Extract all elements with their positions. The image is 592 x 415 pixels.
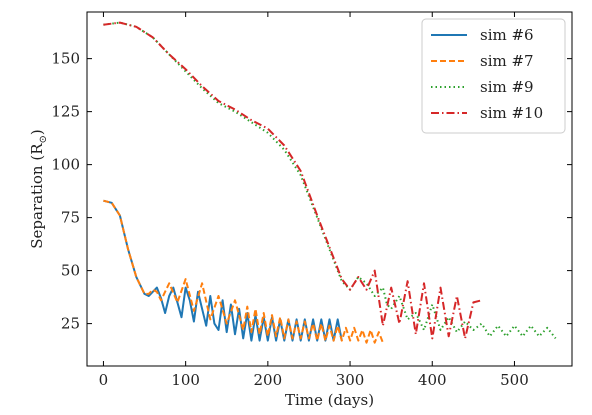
x-tick-label: 0 — [99, 371, 109, 389]
x-tick-label: 400 — [418, 371, 447, 389]
y-tick-label: 125 — [51, 103, 80, 121]
legend-box — [421, 18, 566, 134]
y-tick-label: 25 — [61, 315, 80, 333]
legend-label: sim #9 — [480, 78, 534, 96]
x-tick-label: 500 — [500, 371, 529, 389]
series-line-4 — [103, 21, 482, 340]
y-axis-label: Separation (R⊙) — [28, 129, 49, 249]
y-tick-label: 100 — [51, 156, 80, 174]
series-layer — [103, 21, 557, 344]
y-axis-label-main: Separation (R — [28, 143, 46, 249]
x-axis-label: Time (days) — [285, 391, 374, 409]
legend: sim #6 sim #7 sim #9 sim #10 — [421, 18, 566, 134]
series-line-2 — [103, 199, 384, 344]
y-tick-label: 50 — [61, 262, 80, 280]
x-tick-label: 200 — [254, 371, 283, 389]
y-axis-label-sub: ⊙ — [38, 135, 49, 143]
x-tick-label: 100 — [171, 371, 200, 389]
x-tick-label: 300 — [336, 371, 365, 389]
legend-label: sim #6 — [480, 26, 534, 44]
legend-label: sim #10 — [480, 104, 543, 122]
y-tick-label: 75 — [61, 209, 80, 227]
legend-label: sim #7 — [480, 52, 534, 70]
ticks-layer: 0 100 200 300 400 500 25 50 75 100 125 150 — [51, 12, 572, 389]
plot-frame — [86, 11, 573, 367]
y-axis-label-close: ) — [28, 129, 46, 135]
y-tick-label: 150 — [51, 50, 80, 68]
series-line-1 — [103, 199, 343, 342]
